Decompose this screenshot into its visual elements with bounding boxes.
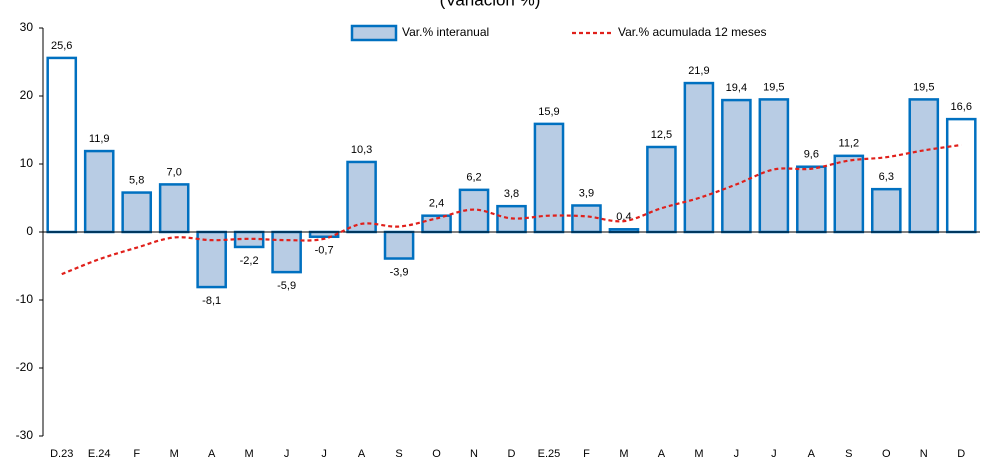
y-tick-label: -10 — [16, 292, 34, 306]
x-tick-label: S — [395, 448, 402, 460]
x-tick-label: A — [808, 448, 816, 460]
value-label: 12,5 — [651, 129, 672, 141]
x-tick-label: J — [771, 448, 777, 460]
bar — [83, 149, 115, 234]
value-label: 0,4 — [616, 211, 631, 223]
value-label: 19,5 — [763, 81, 784, 93]
value-label: 15,9 — [538, 106, 559, 118]
bar — [158, 183, 190, 234]
value-label: 10,3 — [351, 144, 372, 156]
x-tick-label: D — [508, 448, 516, 460]
value-label: 21,9 — [688, 65, 709, 77]
bar — [383, 230, 415, 260]
value-label: 11,2 — [839, 138, 860, 150]
value-label: 3,8 — [504, 188, 519, 200]
bar — [46, 56, 78, 234]
bar — [683, 81, 715, 234]
value-label: 19,4 — [726, 82, 747, 94]
bar — [346, 160, 377, 234]
bar — [271, 230, 302, 274]
y-tick-label: 30 — [20, 20, 34, 34]
bar — [870, 187, 902, 234]
y-tick-label: 20 — [20, 88, 34, 102]
x-tick-label: D — [957, 448, 965, 460]
value-label: 6,2 — [466, 172, 481, 184]
y-tick-label: 0 — [26, 224, 33, 238]
bar — [945, 117, 977, 234]
value-label: 6,3 — [879, 171, 894, 183]
bar — [721, 98, 752, 234]
chart-title: (Variación %) — [440, 0, 541, 9]
x-tick-label: M — [694, 448, 703, 460]
value-label: -2,2 — [240, 255, 259, 267]
y-tick-label: -20 — [16, 360, 34, 374]
x-tick-label: D.23 — [50, 448, 73, 460]
x-tick-label: F — [133, 448, 140, 460]
y-tick-label: 10 — [20, 156, 34, 170]
x-tick-label: N — [920, 448, 928, 460]
legend-label: Var.% interanual — [402, 25, 489, 39]
x-tick-label: J — [734, 448, 740, 460]
x-tick-label: F — [583, 448, 590, 460]
bar — [533, 122, 565, 234]
x-tick-label: S — [845, 448, 852, 460]
bar — [796, 165, 827, 234]
value-label: 19,5 — [913, 81, 934, 93]
value-label: 9,6 — [804, 149, 819, 161]
value-label: 11,9 — [89, 133, 110, 145]
legend-label: Var.% acumulada 12 meses — [618, 25, 767, 39]
y-tick-label: -30 — [16, 428, 34, 442]
x-tick-label: E.24 — [88, 448, 111, 460]
x-tick-label: J — [321, 448, 327, 460]
value-label: 25,6 — [51, 40, 72, 52]
value-label: 16,6 — [951, 101, 972, 113]
bar — [908, 98, 940, 234]
value-label: 2,4 — [429, 198, 444, 210]
value-label: -8,1 — [202, 295, 221, 307]
line — [61, 143, 962, 276]
legend-swatch — [350, 24, 398, 42]
value-label: 3,9 — [579, 187, 594, 199]
value-label: -3,9 — [390, 266, 409, 278]
x-tick-label: M — [170, 448, 179, 460]
x-tick-label: A — [658, 448, 666, 460]
bar — [646, 145, 677, 234]
bar — [833, 154, 865, 234]
x-tick-label: O — [432, 448, 441, 460]
bar — [308, 230, 340, 239]
x-tick-label: M — [245, 448, 254, 460]
bar — [758, 98, 790, 234]
x-tick-label: M — [619, 448, 628, 460]
bar — [121, 191, 153, 234]
x-tick-label: A — [208, 448, 216, 460]
value-label: 5,8 — [129, 174, 144, 186]
x-tick-label: O — [882, 448, 891, 460]
x-tick-label: J — [284, 448, 290, 460]
x-tick-label: A — [358, 448, 366, 460]
x-tick-label: E.25 — [538, 448, 561, 460]
x-tick-label: N — [470, 448, 478, 460]
value-label: -0,7 — [315, 245, 334, 257]
value-label: 7,0 — [167, 166, 182, 178]
value-label: -5,9 — [277, 280, 296, 292]
